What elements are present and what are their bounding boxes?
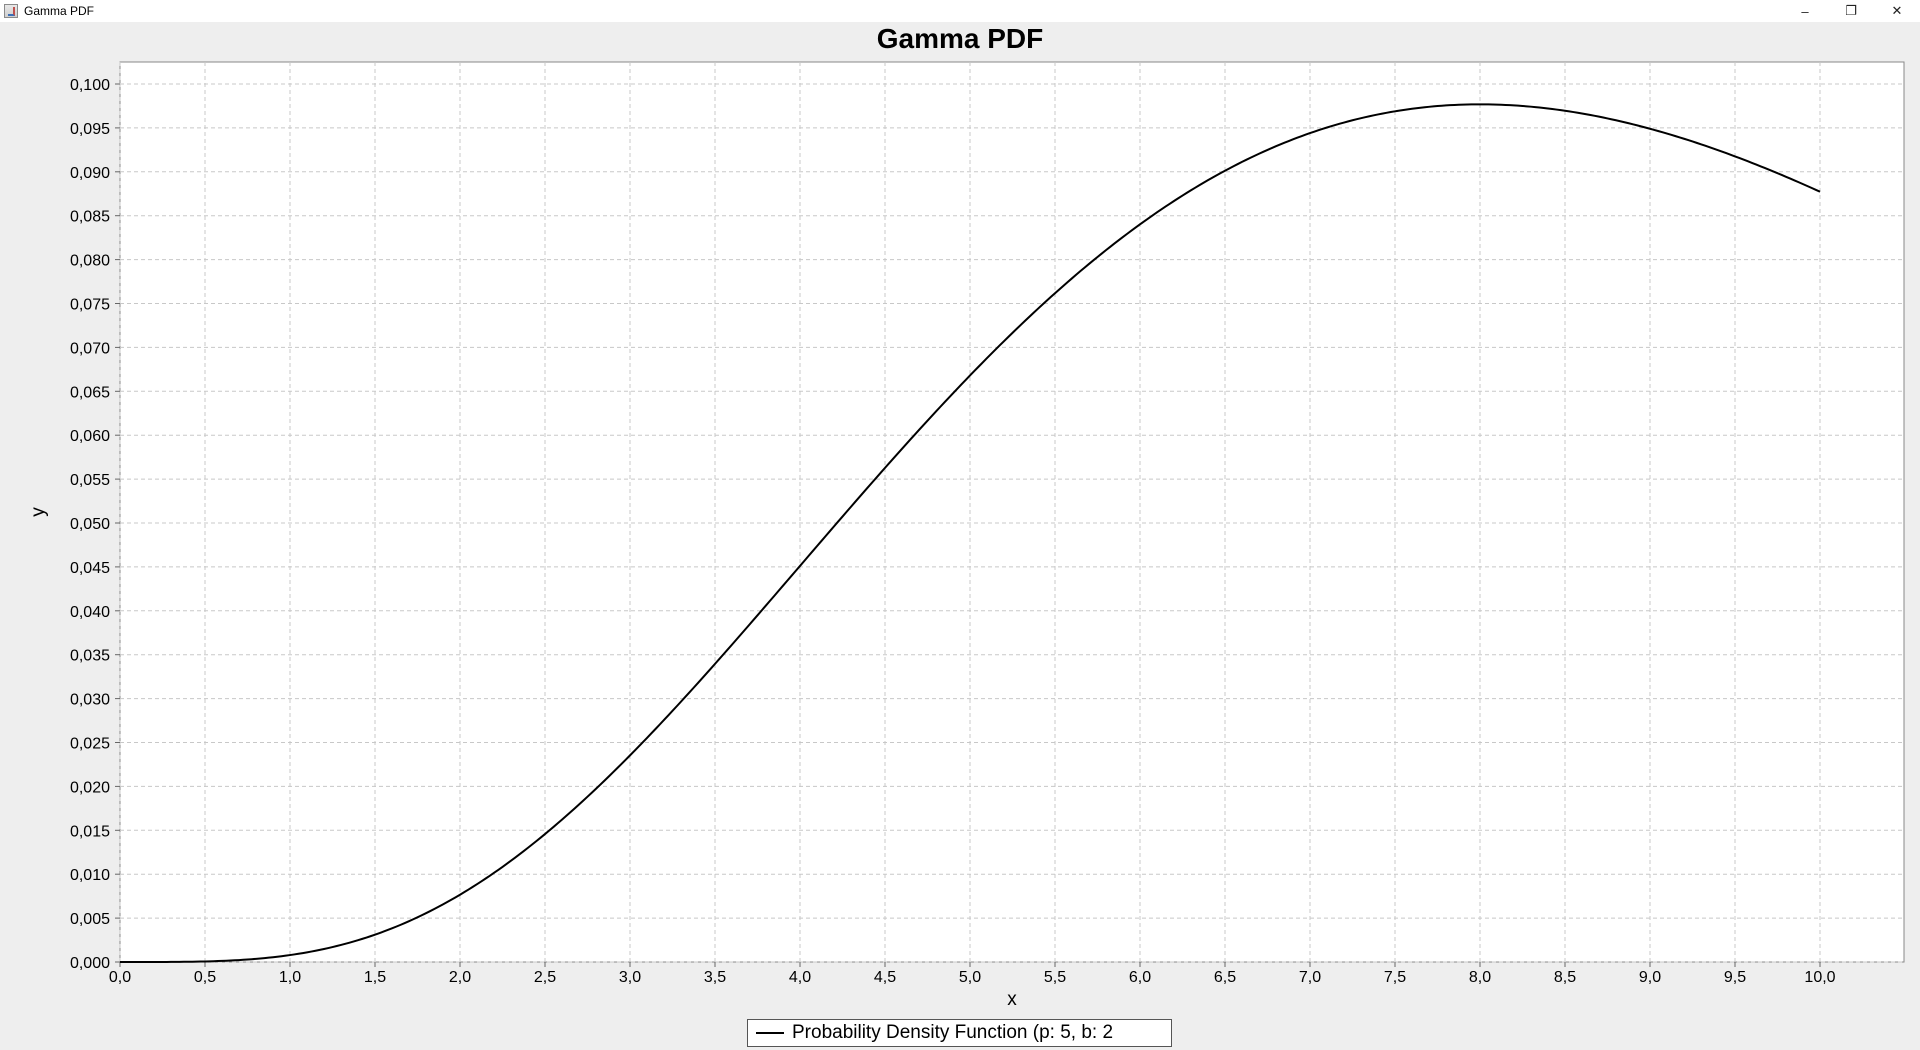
x-tick-label: 7,0: [1299, 969, 1321, 986]
x-tick-label: 9,5: [1724, 969, 1746, 986]
x-tick-label: 1,5: [364, 969, 386, 986]
y-tick-label: 0,045: [70, 560, 110, 577]
x-tick-label: 2,5: [534, 969, 556, 986]
x-tick-label: 3,5: [704, 969, 726, 986]
x-axis-label: x: [1007, 989, 1017, 1010]
y-tick-label: 0,055: [70, 472, 110, 489]
y-tick-label: 0,075: [70, 297, 110, 314]
x-tick-label: 6,0: [1129, 969, 1151, 986]
plot-area: [119, 61, 1905, 963]
x-tick-label: 5,5: [1044, 969, 1066, 986]
series-line-pdf: [120, 103, 1821, 963]
x-tick-label: 9,0: [1639, 969, 1661, 986]
y-tick-label: 0,095: [70, 121, 110, 138]
y-tick-label: 0,070: [70, 340, 110, 357]
y-tick-label: 0,040: [70, 604, 110, 621]
window-controls: – ❐ ✕: [1782, 0, 1920, 22]
x-tick-label: 1,0: [279, 969, 301, 986]
y-tick-label: 0,050: [70, 516, 110, 533]
x-tick-label: 7,5: [1384, 969, 1406, 986]
x-tick-label: 6,5: [1214, 969, 1236, 986]
y-tick-label: 0,080: [70, 253, 110, 270]
y-tick-label: 0,030: [70, 692, 110, 709]
y-tick-label: 0,005: [70, 911, 110, 928]
minimize-icon[interactable]: –: [1801, 3, 1809, 19]
x-axis-ticks: 0,0 0,5 1,0 1,5 2,0 2,5 3,0 3,5 4,0 4,5 5,0 5,5 6,0 6…: [109, 962, 1836, 986]
series-group: [120, 103, 1821, 963]
x-tick-label: 0,5: [194, 969, 216, 986]
y-tick-label: 0,060: [70, 428, 110, 445]
y-tick-label: 0,035: [70, 648, 110, 665]
x-tick-label: 8,0: [1469, 969, 1491, 986]
y-tick-label: 0,020: [70, 779, 110, 796]
y-tick-label: 0,000: [70, 955, 110, 972]
chart: Gamma PDF 0,0 0,5 1,0 1,5 2,0 2,5 3,0 3,5 4,0 4,5…: [28, 23, 1905, 1010]
y-tick-label: 0,010: [70, 867, 110, 884]
x-tick-label: 8,5: [1554, 969, 1576, 986]
x-tick-label: 3,0: [619, 969, 641, 986]
close-icon[interactable]: ✕: [1891, 3, 1903, 18]
y-tick-label: 0,015: [70, 823, 110, 840]
y-tick-label: 0,090: [70, 165, 110, 182]
y-axis-label: y: [28, 507, 49, 517]
y-tick-label: 0,085: [70, 209, 110, 226]
window-titlebar: Gamma PDF – ❐ ✕: [0, 0, 1920, 22]
x-tick-label: 4,0: [789, 969, 811, 986]
legend-line-swatch: [756, 1032, 784, 1034]
legend: Probability Density Function (p: 5, b: 2: [747, 1019, 1172, 1047]
y-tick-label: 0,025: [70, 736, 110, 753]
x-tick-label: 5,0: [959, 969, 981, 986]
window-title: Gamma PDF: [24, 4, 95, 18]
x-tick-label: 10,0: [1804, 969, 1835, 986]
y-tick-label: 0,065: [70, 384, 110, 401]
x-tick-label: 4,5: [874, 969, 896, 986]
grid-lines: [119, 62, 1904, 963]
legend-label: Probability Density Function (p: 5, b: 2: [792, 1022, 1114, 1043]
x-tick-label: 2,0: [449, 969, 471, 986]
y-tick-label: 0,100: [70, 77, 110, 94]
chart-title: Gamma PDF: [877, 23, 1044, 54]
restore-icon[interactable]: ❐: [1845, 3, 1857, 18]
java-app-icon: [4, 4, 18, 18]
x-tick-label: 0,0: [109, 969, 131, 986]
y-axis-ticks: 0,000 0,005 0,010 0,015 0,020 0,025 0,030 0,035…: [70, 77, 120, 972]
